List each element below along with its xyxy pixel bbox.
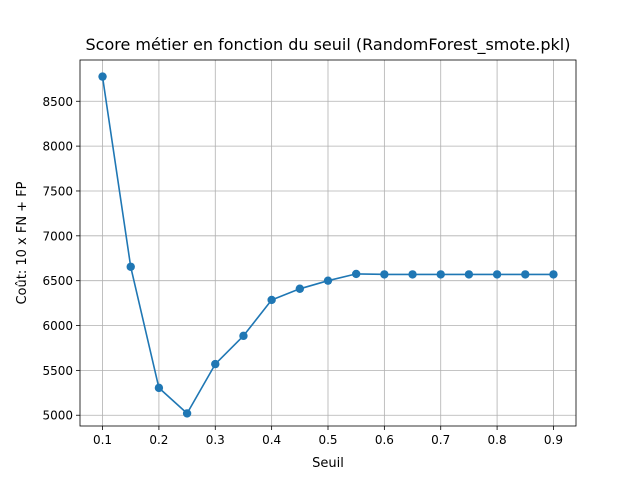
data-point bbox=[295, 284, 305, 293]
x-tick-label: 0.7 bbox=[431, 433, 450, 447]
x-tick-label: 0.1 bbox=[93, 433, 112, 447]
data-point bbox=[267, 295, 276, 305]
y-tick-label: 8500 bbox=[42, 95, 73, 109]
data-point bbox=[154, 383, 164, 393]
y-tick-label: 6500 bbox=[42, 274, 73, 288]
data-point bbox=[211, 359, 220, 369]
y-axis: 5000 5500 6000 6500 7000 7500 8000 8500 bbox=[42, 95, 80, 423]
data-point bbox=[182, 409, 192, 418]
data-point bbox=[323, 276, 333, 285]
x-tick-label: 0.3 bbox=[206, 433, 225, 447]
y-tick-label: 5000 bbox=[42, 409, 73, 423]
chart-title: Score métier en fonction du seuil (Rando… bbox=[85, 35, 570, 55]
x-tick-label: 0.9 bbox=[544, 433, 563, 447]
y-tick-label: 8000 bbox=[42, 140, 73, 154]
y-tick-label: 6000 bbox=[42, 319, 73, 333]
x-axis-label: Seuil bbox=[312, 456, 344, 471]
series-layer bbox=[98, 72, 558, 418]
data-point bbox=[464, 270, 474, 279]
x-axis: 0.1 0.2 0.3 0.4 0.5 0.6 0.7 0.8 0.9 bbox=[93, 426, 563, 447]
data-point bbox=[408, 270, 417, 279]
data-point bbox=[126, 262, 135, 271]
y-tick-label: 7500 bbox=[42, 184, 73, 198]
x-tick-label: 0.8 bbox=[488, 433, 507, 447]
x-tick-label: 0.2 bbox=[149, 433, 168, 447]
data-point bbox=[351, 269, 361, 279]
data-point bbox=[98, 72, 107, 81]
data-point bbox=[549, 270, 558, 279]
x-tick-label: 0.6 bbox=[375, 433, 394, 447]
x-tick-label: 0.4 bbox=[262, 433, 281, 447]
y-axis-label: Coût: 10 x FN + FP bbox=[15, 181, 30, 304]
x-tick-label: 0.5 bbox=[318, 433, 337, 447]
data-point bbox=[239, 331, 248, 341]
y-tick-label: 7000 bbox=[42, 229, 73, 243]
data-point bbox=[521, 270, 530, 279]
y-tick-label: 5500 bbox=[42, 364, 73, 378]
data-point bbox=[380, 270, 389, 279]
data-point bbox=[436, 270, 445, 279]
data-point bbox=[492, 270, 502, 279]
